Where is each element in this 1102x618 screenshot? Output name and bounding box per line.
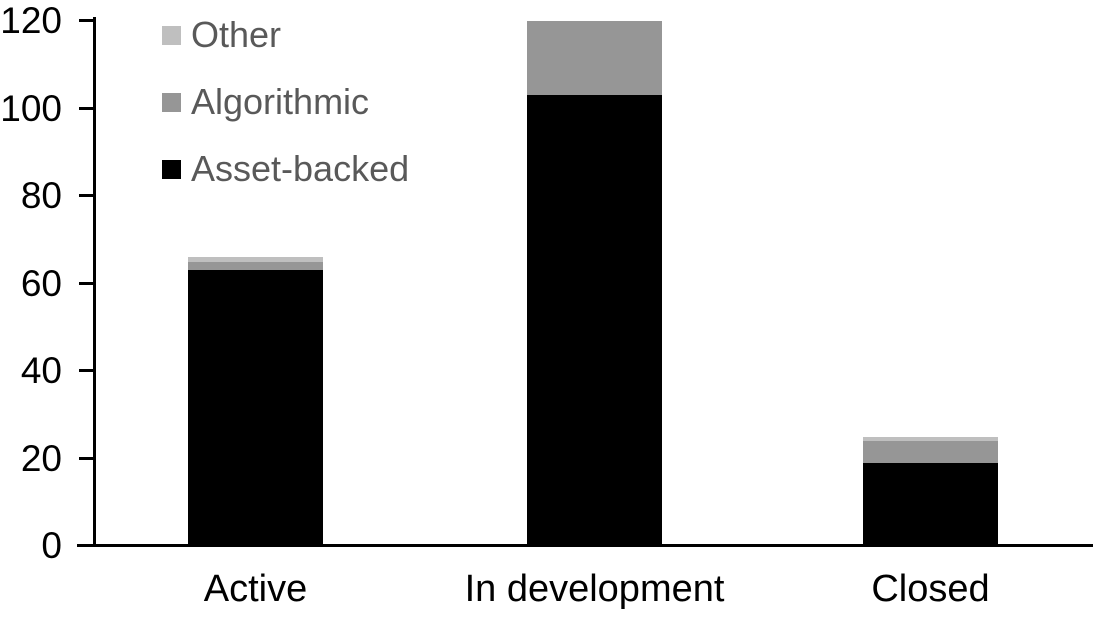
y-tick-40 <box>79 369 93 372</box>
legend-item-algorithmic: Algorithmic <box>162 81 409 122</box>
bar-segment-closed-asset-backed <box>863 462 998 546</box>
bar-segment-active-asset-backed <box>188 270 323 546</box>
y-tick-label-120: 120 <box>0 0 62 41</box>
legend-item-other: Other <box>162 14 409 55</box>
y-tick-100 <box>79 106 93 110</box>
x-category-label-closed: Closed <box>871 568 990 610</box>
bar-segment-active-other <box>188 257 323 262</box>
legend-item-asset-backed: Asset-backed <box>162 148 410 189</box>
y-tick-120 <box>79 19 93 22</box>
y-tick-label-40: 40 <box>20 350 62 391</box>
y-tick-20 <box>79 456 93 460</box>
y-tick-60 <box>79 281 93 285</box>
legend-swatch-algorithmic <box>162 92 181 112</box>
x-category-label-in-development: In development <box>464 568 725 610</box>
bar-segment-active-algorithmic <box>188 261 323 271</box>
bar-segment-in-development-asset-backed <box>527 95 662 546</box>
y-axis-line <box>93 17 96 547</box>
legend-label-other: Other <box>191 14 282 55</box>
y-tick-label-20: 20 <box>20 437 62 479</box>
y-tick-label-80: 80 <box>20 175 62 216</box>
legend-swatch-asset-backed <box>162 159 181 179</box>
bar-segment-in-development-algorithmic <box>527 21 662 96</box>
legend-swatch-other <box>162 25 181 45</box>
legend-label-algorithmic: Algorithmic <box>191 81 370 122</box>
legend-label-asset-backed: Asset-backed <box>191 148 410 189</box>
bar-segment-closed-other <box>863 436 998 441</box>
y-tick-label-100: 100 <box>0 87 62 129</box>
y-tick-label-0: 0 <box>41 525 62 566</box>
x-category-label-active: Active <box>203 568 308 610</box>
y-tick-80 <box>79 194 93 197</box>
bar-segment-closed-algorithmic <box>863 441 998 463</box>
y-tick-label-60: 60 <box>20 262 62 304</box>
legend: Other Algorithmic Asset-backed <box>162 14 410 218</box>
